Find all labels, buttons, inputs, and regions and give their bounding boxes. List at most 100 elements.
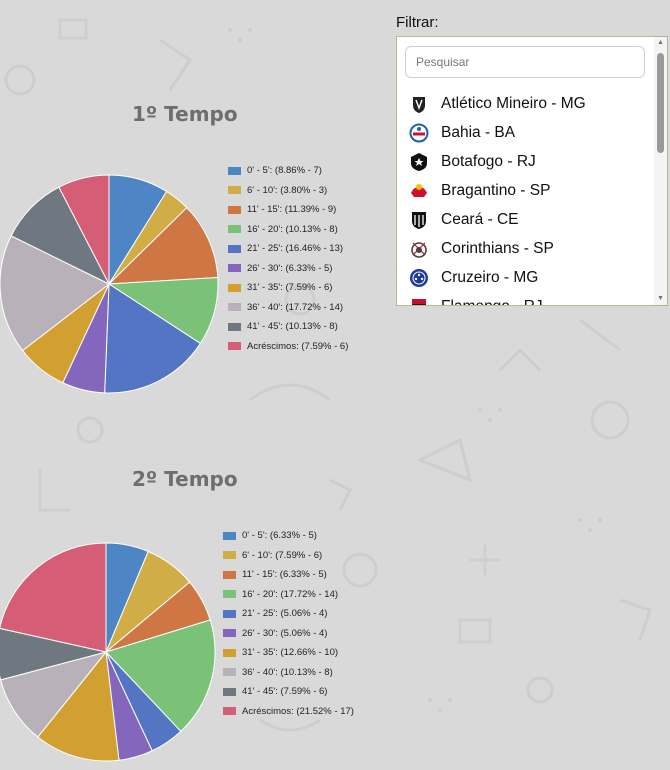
team-option[interactable]: Cruzeiro - MG xyxy=(397,263,655,292)
team-name: Cruzeiro - MG xyxy=(441,268,539,286)
team-name: Atlético Mineiro - MG xyxy=(441,94,586,112)
team-option[interactable]: Ceará - CE xyxy=(397,205,655,234)
legend-first-half: 0' - 5': (8.86% - 7) 6' - 10': (3.80% - 3… xyxy=(228,161,348,356)
legend-swatch xyxy=(228,205,241,214)
team-name: Bahia - BA xyxy=(441,123,516,141)
legend-swatch xyxy=(223,668,236,677)
team-filter-listbox: Atlético Mineiro - MG Bahia - BA Botafogo … xyxy=(396,36,668,306)
legend-entry[interactable]: 26' - 30': (6.33% - 5) xyxy=(228,259,348,279)
legend-swatch xyxy=(223,531,236,540)
legend-swatch xyxy=(223,551,236,560)
legend-swatch xyxy=(223,590,236,599)
legend-label: 36' - 40': (17.72% - 14) xyxy=(247,301,344,313)
team-list: Atlético Mineiro - MG Bahia - BA Botafogo … xyxy=(397,89,655,306)
legend-label: 21' - 25': (5.06% - 4) xyxy=(242,608,328,620)
team-name: Bragantino - SP xyxy=(441,181,551,199)
team-name: Flamengo - RJ xyxy=(441,297,543,306)
legend-label: 16' - 20': (17.72% - 14) xyxy=(242,588,339,600)
scroll-down-icon[interactable]: ▼ xyxy=(657,295,664,302)
legend-swatch xyxy=(223,629,236,638)
pie-slice[interactable] xyxy=(107,206,219,285)
legend-entry[interactable]: 0' - 5': (6.33% - 5) xyxy=(223,526,354,546)
legend-label: 31' - 35': (12.66% - 10) xyxy=(242,647,339,659)
legend-swatch xyxy=(228,264,241,273)
legend-label: 11' - 15': (11.39% - 9) xyxy=(247,204,337,216)
legend-entry[interactable]: Acréscimos: (21.52% - 17) xyxy=(223,702,354,722)
pie-slice[interactable] xyxy=(105,619,216,733)
legend-entry[interactable]: 6' - 10': (7.59% - 6) xyxy=(223,546,354,566)
pie-slice[interactable] xyxy=(0,542,107,653)
atletico-mineiro-badge-icon xyxy=(409,94,429,114)
pie-chart-second-half xyxy=(0,542,216,762)
legend-entry[interactable]: 36' - 40': (10.13% - 8) xyxy=(223,663,354,683)
legend-label: 26' - 30': (6.33% - 5) xyxy=(247,262,333,274)
legend-swatch xyxy=(228,166,241,175)
cruzeiro-badge-icon xyxy=(409,268,429,288)
legend-entry[interactable]: 31' - 35': (12.66% - 10) xyxy=(223,643,354,663)
legend-entry[interactable]: 26' - 30': (5.06% - 4) xyxy=(223,624,354,644)
legend-label: 41' - 45': (10.13% - 8) xyxy=(247,321,338,333)
legend-second-half: 0' - 5': (6.33% - 5) 6' - 10': (7.59% - 6… xyxy=(223,526,354,721)
legend-label: 36' - 40': (10.13% - 8) xyxy=(242,666,333,678)
filter-panel: Filtrar: Atlético Mineiro - MG Bahia - BA… xyxy=(396,14,670,306)
legend-swatch xyxy=(228,322,241,331)
legend-entry[interactable]: 11' - 15': (11.39% - 9) xyxy=(228,200,348,220)
legend-swatch xyxy=(223,648,236,657)
legend-entry[interactable]: 21' - 25': (5.06% - 4) xyxy=(223,604,354,624)
legend-entry[interactable]: 36' - 40': (17.72% - 14) xyxy=(228,298,348,318)
botafogo-badge-icon xyxy=(409,152,429,172)
filter-label: Filtrar: xyxy=(396,14,439,31)
legend-label: 16' - 20': (10.13% - 8) xyxy=(247,223,338,235)
legend-entry[interactable]: 31' - 35': (7.59% - 6) xyxy=(228,278,348,298)
legend-label: 0' - 5': (8.86% - 7) xyxy=(247,165,322,177)
legend-swatch xyxy=(223,687,236,696)
legend-label: 26' - 30': (5.06% - 4) xyxy=(242,627,328,639)
team-option[interactable]: Bahia - BA xyxy=(397,118,655,147)
pie-slice[interactable] xyxy=(0,627,107,681)
legend-swatch xyxy=(223,570,236,579)
list-scrollbar[interactable]: ▲ ▼ xyxy=(654,37,667,305)
legend-entry[interactable]: 11' - 15': (6.33% - 5) xyxy=(223,565,354,585)
legend-label: 6' - 10': (3.80% - 3) xyxy=(247,184,328,196)
scrollbar-thumb[interactable] xyxy=(657,53,664,153)
legend-entry[interactable]: 16' - 20': (17.72% - 14) xyxy=(223,585,354,605)
team-option[interactable]: Botafogo - RJ xyxy=(397,147,655,176)
team-option[interactable]: Corinthians - SP xyxy=(397,234,655,263)
pie-slice[interactable] xyxy=(37,650,120,762)
bahia-badge-icon xyxy=(409,123,429,143)
team-option[interactable]: Flamengo - RJ xyxy=(397,292,655,306)
legend-label: 11' - 15': (6.33% - 5) xyxy=(242,569,327,581)
bragantino-badge-icon xyxy=(409,181,429,201)
legend-swatch xyxy=(228,303,241,312)
legend-label: 21' - 25': (16.46% - 13) xyxy=(247,243,344,255)
pie-slice[interactable] xyxy=(104,283,202,394)
legend-entry[interactable]: 6' - 10': (3.80% - 3) xyxy=(228,181,348,201)
legend-swatch xyxy=(228,186,241,195)
legend-swatch xyxy=(228,225,241,234)
legend-label: 31' - 35': (7.59% - 6) xyxy=(247,282,333,294)
legend-swatch xyxy=(228,342,241,351)
team-option[interactable]: Bragantino - SP xyxy=(397,176,655,205)
legend-label: 6' - 10': (7.59% - 6) xyxy=(242,549,323,561)
legend-swatch xyxy=(223,609,236,618)
legend-entry[interactable]: Acréscimos: (7.59% - 6) xyxy=(228,337,348,357)
team-option[interactable]: Atlético Mineiro - MG xyxy=(397,89,655,118)
pie-slice[interactable] xyxy=(0,235,110,352)
legend-label: Acréscimos: (21.52% - 17) xyxy=(242,705,354,717)
team-name: Ceará - CE xyxy=(441,210,519,228)
chart-title: 1º Tempo xyxy=(132,102,238,126)
legend-entry[interactable]: 16' - 20': (10.13% - 8) xyxy=(228,220,348,240)
legend-entry[interactable]: 0' - 5': (8.86% - 7) xyxy=(228,161,348,181)
legend-entry[interactable]: 21' - 25': (16.46% - 13) xyxy=(228,239,348,259)
pie-slice[interactable] xyxy=(58,174,110,285)
legend-entry[interactable]: 41' - 45': (7.59% - 6) xyxy=(223,682,354,702)
legend-swatch xyxy=(223,707,236,716)
scroll-up-icon[interactable]: ▲ xyxy=(657,39,664,46)
search-input[interactable] xyxy=(405,46,645,78)
legend-entry[interactable]: 41' - 45': (10.13% - 8) xyxy=(228,317,348,337)
team-name: Botafogo - RJ xyxy=(441,152,536,170)
legend-label: Acréscimos: (7.59% - 6) xyxy=(247,340,349,352)
corinthians-badge-icon xyxy=(409,239,429,259)
legend-swatch xyxy=(228,283,241,292)
